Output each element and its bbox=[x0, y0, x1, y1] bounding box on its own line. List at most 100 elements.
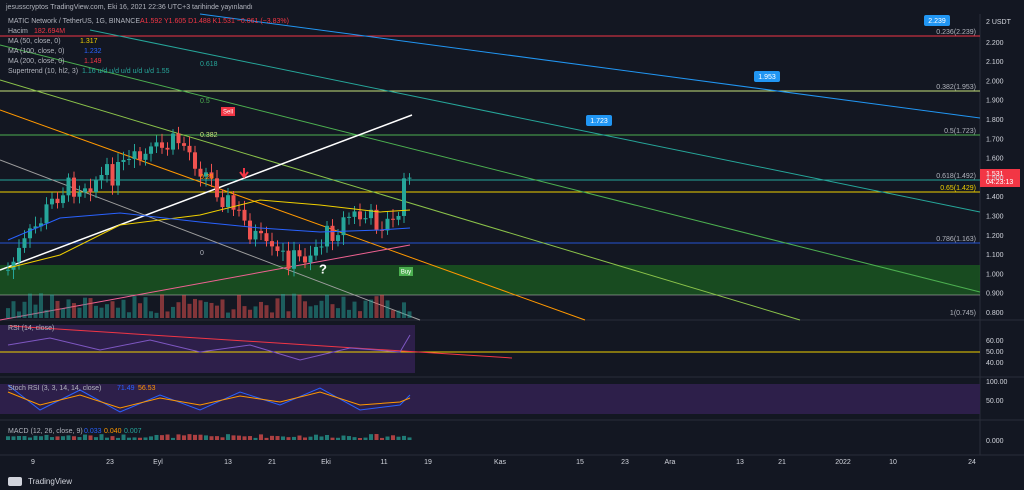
fib-label: 0.382(1.953) bbox=[936, 84, 976, 91]
volume-bar bbox=[39, 293, 43, 318]
volume-bar bbox=[292, 293, 296, 318]
rsi-axis: 40.00 bbox=[986, 360, 1004, 367]
macd-bar bbox=[28, 437, 32, 440]
candle bbox=[193, 152, 197, 169]
trend-line bbox=[0, 44, 981, 293]
volume-bar bbox=[215, 305, 219, 318]
candle bbox=[165, 147, 170, 150]
brand-logo bbox=[8, 477, 22, 486]
volume-bar bbox=[391, 310, 395, 318]
volume-bar bbox=[138, 303, 142, 318]
candle bbox=[215, 178, 219, 198]
volume-bar bbox=[171, 306, 175, 318]
macd-bar bbox=[220, 437, 225, 440]
volume-bar bbox=[385, 300, 390, 318]
macd-bar bbox=[77, 437, 82, 440]
candle bbox=[176, 133, 181, 144]
fib-label: 0.786(1.163) bbox=[936, 236, 976, 243]
macd-bar bbox=[358, 437, 362, 440]
candle bbox=[396, 215, 401, 220]
macd-bar bbox=[303, 437, 307, 440]
macd-bar bbox=[132, 437, 137, 440]
candle bbox=[110, 164, 115, 186]
macd-title: MACD (12, 26, close, 9) bbox=[8, 428, 83, 435]
fib-inner: 0 bbox=[200, 250, 204, 257]
candle bbox=[314, 246, 318, 256]
candle bbox=[149, 146, 153, 154]
volume-bar bbox=[88, 298, 93, 318]
candle bbox=[99, 174, 104, 181]
volume-bar bbox=[209, 302, 214, 318]
rsi-trend bbox=[9, 325, 513, 359]
rsi-axis: 50.00 bbox=[986, 349, 1004, 356]
volume-bar bbox=[325, 294, 329, 318]
indicator-value: 1.149 bbox=[84, 58, 102, 65]
candle bbox=[352, 211, 357, 217]
rsi-title: RSI (14, close) bbox=[8, 325, 54, 332]
candle bbox=[325, 225, 329, 247]
volume-bar bbox=[369, 299, 373, 318]
callout-text: 1.953 bbox=[758, 74, 776, 81]
candle bbox=[385, 218, 390, 231]
price-label: 1.200 bbox=[986, 233, 1004, 240]
macd-bar bbox=[154, 434, 159, 440]
macd-bar bbox=[127, 437, 131, 440]
macd-bar bbox=[55, 436, 60, 440]
volume-bar bbox=[374, 296, 379, 318]
price-tag bbox=[980, 169, 1020, 187]
price-label: 1.600 bbox=[986, 156, 1004, 163]
trend-line bbox=[0, 109, 586, 321]
volume-bar bbox=[28, 293, 32, 318]
fib-inner: 0.382 bbox=[200, 132, 218, 139]
candle bbox=[105, 164, 109, 175]
volume-bar bbox=[160, 294, 164, 318]
time-label: 2022 bbox=[835, 459, 851, 466]
candle bbox=[220, 197, 225, 208]
macd-bar bbox=[286, 437, 291, 440]
volume-bar bbox=[121, 299, 126, 318]
time-label: Ara bbox=[665, 459, 676, 466]
ma100 bbox=[7, 212, 411, 241]
price-label: 2.000 bbox=[986, 78, 1004, 85]
candle bbox=[237, 209, 241, 211]
macd-bar bbox=[99, 434, 104, 440]
fib-inner: 0.25 bbox=[200, 174, 214, 181]
candle bbox=[319, 246, 324, 248]
macd-bar bbox=[242, 436, 247, 440]
volume-bar bbox=[187, 303, 192, 318]
candle bbox=[204, 172, 208, 177]
indicator-name: MA (200, close, 0) bbox=[8, 58, 64, 65]
candle bbox=[44, 204, 49, 224]
macd-bar bbox=[110, 436, 115, 440]
macd-bar bbox=[297, 435, 302, 440]
candle bbox=[286, 250, 291, 269]
time-label: 11 bbox=[380, 459, 387, 466]
candle bbox=[39, 223, 43, 227]
ma50 bbox=[7, 199, 411, 269]
trend-line bbox=[0, 114, 413, 271]
volume-bar bbox=[237, 294, 241, 318]
trend-line bbox=[0, 79, 801, 321]
stoch-axis: 50.00 bbox=[986, 398, 1004, 405]
macd-bar bbox=[407, 437, 412, 440]
candle bbox=[187, 145, 192, 153]
indicator-name: MA (50, close, 0) bbox=[8, 38, 61, 45]
volume-bar bbox=[94, 305, 98, 318]
candle bbox=[143, 153, 148, 160]
candles bbox=[6, 126, 412, 440]
macd-bar bbox=[187, 434, 192, 440]
macd-bar bbox=[226, 434, 230, 440]
volume-bar bbox=[231, 309, 236, 318]
volume-value: 182.694M bbox=[34, 28, 65, 35]
macd-bar bbox=[259, 434, 263, 440]
macd-bar bbox=[83, 434, 87, 440]
callout bbox=[586, 115, 612, 126]
volume-bar bbox=[127, 312, 131, 318]
price-label: 1.100 bbox=[986, 252, 1004, 259]
macd-bar bbox=[204, 435, 208, 440]
price-label: 1.000 bbox=[986, 271, 1004, 278]
volume-bar bbox=[330, 304, 335, 318]
candle bbox=[28, 228, 32, 239]
question-mark: ? bbox=[319, 261, 327, 276]
volume-bar bbox=[319, 300, 324, 318]
